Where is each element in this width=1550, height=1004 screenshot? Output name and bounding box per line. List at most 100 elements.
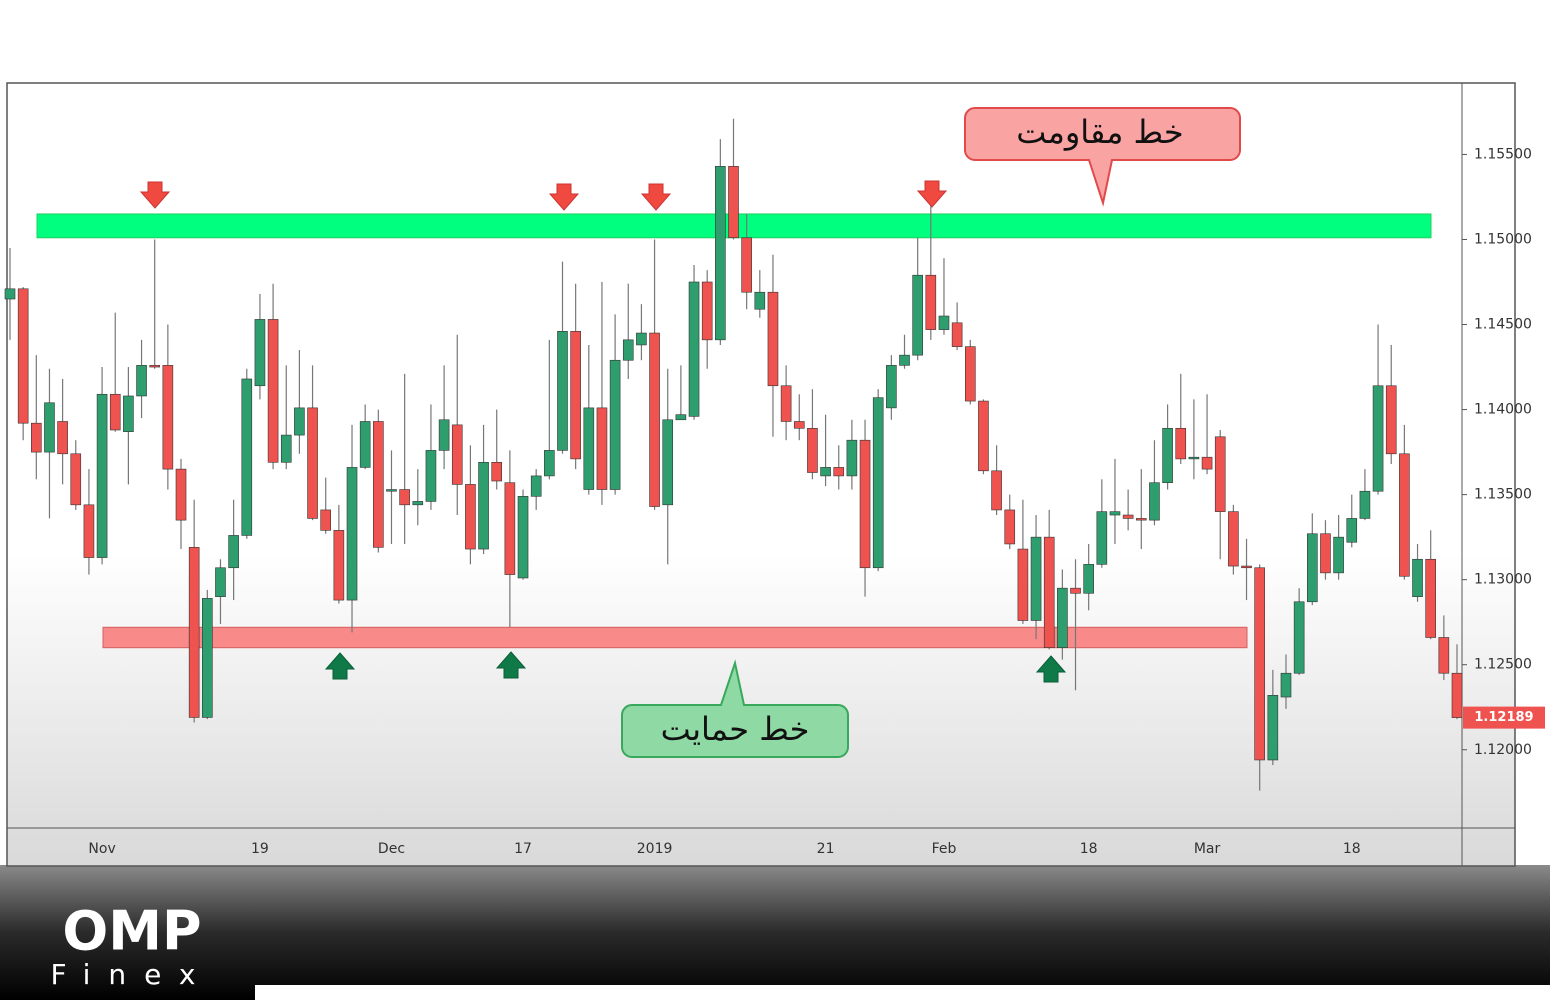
- brand-name: OMP: [62, 900, 201, 963]
- candle-body: [202, 598, 213, 718]
- candle-body: [4, 288, 16, 300]
- candle-body: [938, 315, 950, 330]
- candle-body: [649, 332, 660, 507]
- candle-body: [1188, 456, 1200, 460]
- candle-body: [688, 281, 700, 417]
- x-tick-label: Mar: [1194, 841, 1221, 857]
- candle-body: [70, 453, 82, 506]
- candle-body: [1359, 490, 1371, 519]
- candle-body: [109, 393, 121, 431]
- candle-body: [1293, 601, 1305, 674]
- x-tick-label: Dec: [378, 841, 405, 857]
- candle-body: [925, 274, 937, 330]
- candle-body: [44, 402, 55, 453]
- candle-body: [478, 462, 489, 550]
- candle-body: [307, 407, 318, 519]
- candle-body: [241, 378, 253, 536]
- candle-body: [544, 450, 555, 477]
- candle-body: [399, 489, 410, 506]
- x-tick-label: Nov: [88, 841, 115, 857]
- candle-body: [530, 475, 542, 497]
- candle-body: [912, 274, 923, 356]
- candle-body: [886, 365, 897, 409]
- candle-body: [1175, 427, 1187, 460]
- candle-body: [675, 414, 687, 421]
- candle-body: [1228, 511, 1239, 567]
- candle-body: [557, 331, 568, 451]
- y-tick-label: 1.15000: [1474, 231, 1532, 247]
- price-tag-label: 1.12189: [1474, 710, 1533, 725]
- candle-body: [504, 482, 516, 575]
- candle-body: [1385, 385, 1397, 455]
- candle-body: [83, 504, 95, 558]
- candle-body: [622, 339, 634, 361]
- price-tag: [1463, 706, 1545, 729]
- candle-body: [1162, 427, 1173, 484]
- candle-body: [188, 547, 200, 718]
- candle-body: [1070, 587, 1081, 594]
- y-tick-label: 1.13500: [1474, 487, 1532, 503]
- support-arrows: [324, 651, 1067, 683]
- candle-body: [1267, 695, 1279, 761]
- candle-body: [438, 419, 450, 451]
- candle-body: [1241, 565, 1252, 569]
- candle-body: [1122, 514, 1134, 519]
- y-tick-label: 1.14500: [1474, 317, 1532, 333]
- candle-body: [1438, 637, 1450, 674]
- candle-body: [57, 421, 68, 455]
- candle-body: [346, 467, 358, 601]
- candle-body: [175, 468, 187, 521]
- candle-body: [780, 385, 792, 422]
- candle-body: [1451, 672, 1463, 718]
- candle-body: [228, 535, 239, 569]
- candle-body: [254, 319, 266, 387]
- candle-body: [833, 467, 845, 477]
- candle-body: [1280, 672, 1292, 698]
- resistance-callout: [964, 107, 1241, 207]
- candle-body: [609, 359, 621, 490]
- candle-body: [964, 346, 976, 402]
- candle-body: [991, 470, 1002, 511]
- x-tick-label: Feb: [932, 841, 957, 857]
- x-tick-label: 17: [514, 841, 532, 857]
- candle-body: [320, 509, 332, 531]
- support-callout: [621, 659, 849, 758]
- candle-body: [701, 281, 713, 341]
- candle-body: [517, 496, 529, 579]
- candle-body: [899, 354, 910, 366]
- candle-body: [1307, 533, 1318, 603]
- y-tick-label: 1.12500: [1474, 657, 1532, 673]
- candle-body: [280, 434, 292, 463]
- candle-body: [123, 395, 134, 432]
- candle-body: [636, 332, 647, 346]
- candle-body: [1399, 453, 1410, 577]
- y-tick-label: 1.14000: [1474, 402, 1532, 418]
- x-tick-label: 19: [251, 841, 269, 857]
- candle-body: [17, 288, 29, 424]
- candle-body: [859, 439, 871, 569]
- candle-body: [1254, 567, 1265, 761]
- candle-body: [1214, 436, 1226, 512]
- resistance-arrows: [139, 180, 948, 211]
- candle-body: [807, 427, 818, 473]
- candle-body: [1004, 509, 1016, 545]
- candle-body: [583, 407, 595, 490]
- resistance-label: خط مقاومت: [1016, 113, 1183, 151]
- x-tick-label: 18: [1343, 841, 1361, 857]
- candle-body: [951, 322, 963, 347]
- candle-body: [1083, 564, 1094, 594]
- candle-body: [412, 501, 424, 506]
- candle-body: [1057, 587, 1068, 649]
- candle-body: [31, 422, 42, 453]
- candle-body: [1333, 536, 1344, 574]
- candle-body: [1096, 511, 1108, 565]
- candle-body: [872, 397, 884, 569]
- candle-body: [359, 421, 371, 468]
- candle-body: [662, 419, 674, 506]
- candle-body: [267, 319, 279, 463]
- candle-body: [1412, 558, 1423, 597]
- candle-body: [978, 400, 989, 472]
- candle-body: [820, 467, 831, 477]
- footer-band: [0, 865, 1550, 1000]
